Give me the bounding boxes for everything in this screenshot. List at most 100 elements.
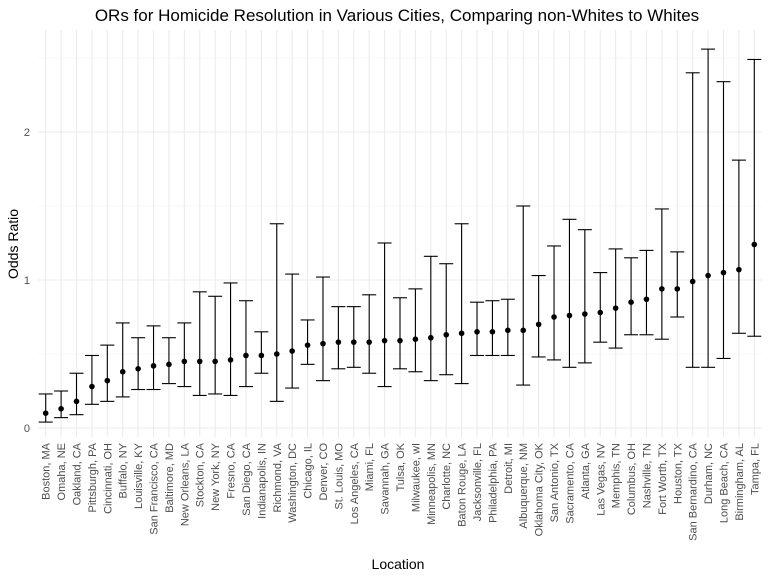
x-tick-label: Buffalo, NY <box>118 442 130 498</box>
x-tick-label: Tampa, FL <box>749 443 761 495</box>
y-axis-ticks: 0 1 2 <box>24 127 30 435</box>
errorbar-group <box>84 354 99 405</box>
estimate-point <box>736 266 742 273</box>
estimate-point <box>89 383 95 390</box>
x-tick-label: Philadelphia, PA <box>487 442 499 523</box>
y-tick-label: 1 <box>24 275 30 287</box>
estimate-point <box>428 334 434 341</box>
estimate-point <box>119 368 126 375</box>
estimate-point <box>212 358 218 365</box>
x-tick-label: Oakland, CA <box>72 442 84 505</box>
errorbar-group <box>254 331 269 374</box>
estimate-point <box>505 327 511 334</box>
estimate-point <box>474 329 480 335</box>
estimate-point <box>751 241 758 248</box>
x-tick-label: Durham, NC <box>703 443 715 504</box>
x-tick-label: Charlotte, NC <box>441 443 453 510</box>
errorbar-group <box>562 218 577 368</box>
errorbar-group <box>608 248 623 349</box>
x-tick-label: Long Beach, CA <box>718 442 730 523</box>
errorbar-group <box>454 223 469 385</box>
x-tick-label: Minneapolis, MN <box>426 443 438 525</box>
estimate-point <box>258 352 265 359</box>
errorbar-group <box>223 282 238 396</box>
errorbar-group <box>423 255 438 382</box>
x-tick-label: Tulsa, OK <box>395 442 407 491</box>
errorbar-group <box>208 295 223 395</box>
errorbar-group <box>593 272 608 343</box>
x-tick-label: Los Angeles, CA <box>349 442 361 524</box>
estimate-point <box>520 327 527 334</box>
x-tick-label: San Diego, CA <box>241 442 253 515</box>
errorbar-group <box>639 249 654 336</box>
x-tick-label: Albuquerque, NM <box>518 443 530 529</box>
errorbar-group <box>346 306 361 368</box>
x-tick-label: San Antonio, TX <box>549 442 561 522</box>
x-tick-label: Atlanta, GA <box>580 442 592 499</box>
estimate-point <box>566 312 573 319</box>
x-tick-label: Denver, CO <box>318 443 330 501</box>
errorbar-group <box>285 273 300 389</box>
x-tick-label: Fort Worth, TX <box>657 442 669 514</box>
x-tick-label: Sacramento, CA <box>564 442 576 523</box>
estimate-point <box>458 330 465 337</box>
estimate-point <box>689 278 696 285</box>
estimate-point <box>643 296 650 303</box>
x-tick-label: St. Louis, MO <box>333 443 345 510</box>
errorbar-group <box>731 159 746 334</box>
errorbar-group <box>238 300 253 388</box>
errorbar-group <box>408 288 423 373</box>
x-tick-label: Columbus, OH <box>626 443 638 515</box>
x-axis-title: Location <box>372 556 425 572</box>
errorbar-group <box>547 245 562 361</box>
x-tick-label: Washington, DC <box>287 443 299 523</box>
errorbar-group <box>516 205 531 386</box>
estimate-point <box>304 342 311 348</box>
estimate-point <box>104 377 111 384</box>
x-tick-label: Savannah, GA <box>380 442 392 514</box>
estimate-point <box>42 410 49 417</box>
estimate-point <box>535 321 542 328</box>
x-tick-label: Cincinnati, OH <box>102 443 114 514</box>
y-tick-label: 2 <box>24 127 30 139</box>
estimate-point <box>150 363 157 369</box>
x-tick-label: Memphis, TN <box>611 443 623 508</box>
estimate-point <box>551 314 557 320</box>
estimate-point <box>273 351 280 357</box>
x-tick-label: Pittsburgh, PA <box>87 442 99 512</box>
errorbar-group <box>716 81 731 359</box>
errorbar-group <box>331 306 346 370</box>
errorbar-group <box>115 322 130 398</box>
estimate-point <box>489 329 496 335</box>
x-tick-label: Louisville, KY <box>133 442 145 509</box>
errorbar-group <box>192 291 207 396</box>
errorbar-group <box>315 276 330 382</box>
errorbar-group <box>362 294 377 374</box>
grid <box>38 30 762 437</box>
x-tick-label: Baton Rouge, LA <box>457 442 469 526</box>
errorbar-group <box>269 223 284 402</box>
estimate-point <box>335 339 342 345</box>
errorbar-group <box>146 325 161 391</box>
x-tick-label: Houston, TX <box>672 442 684 504</box>
x-tick-label: Jacksonville, FL <box>472 443 484 521</box>
errorbar-group <box>131 337 146 391</box>
errorbar-group <box>685 72 700 368</box>
estimate-point <box>628 299 634 306</box>
x-tick-label: Omaha, NE <box>56 443 68 500</box>
estimate-point <box>58 405 64 412</box>
chart-title: ORs for Homicide Resolution in Various C… <box>95 6 699 25</box>
estimate-point <box>597 309 604 316</box>
errorbar-group <box>177 322 192 388</box>
x-tick-label: Richmond, VA <box>272 442 284 512</box>
estimate-point <box>166 361 172 368</box>
errorbar-group <box>500 298 515 357</box>
x-tick-label: Fresno, CA <box>226 442 238 498</box>
errorbar-group <box>377 242 392 388</box>
estimate-point <box>227 357 234 363</box>
errorbar-group <box>439 263 454 376</box>
x-tick-label: Miami, FL <box>364 443 376 491</box>
x-tick-label: Las Vegas, NV <box>595 442 607 515</box>
x-tick-label: San Bernardino, CA <box>688 442 700 540</box>
